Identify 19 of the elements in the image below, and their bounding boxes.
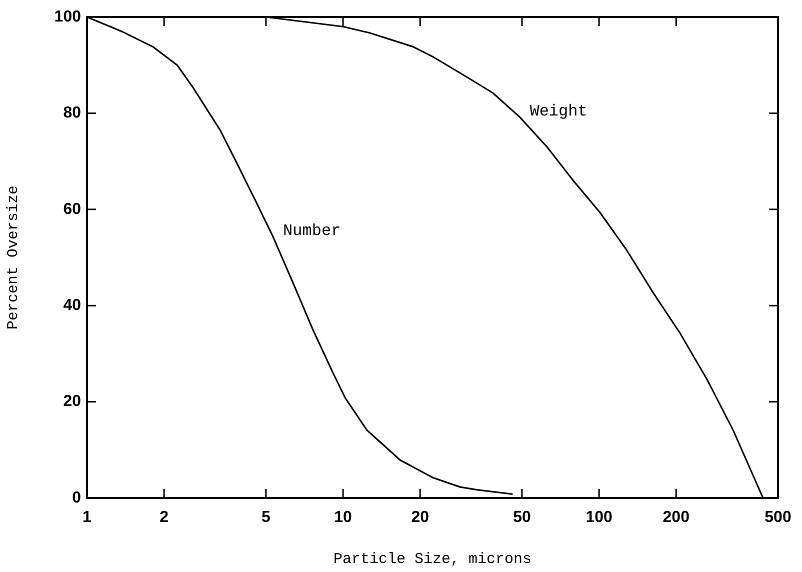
y-tick-label: 80 [63,104,82,122]
y-tick-label: 100 [54,8,82,26]
y-tick-label: 20 [63,393,82,410]
x-tick-label: 10 [334,509,352,526]
x-tick-label: 500 [764,509,792,526]
x-tick-label: 50 [513,509,531,526]
y-axis-title: Percent Oversize [4,185,22,330]
series-label: Weight [530,102,588,120]
x-tick-label: 20 [411,509,430,526]
x-tick-label: 2 [160,509,169,526]
y-tick-label: 60 [63,200,82,218]
y-tick-label: 40 [63,297,82,314]
x-tick-label: 100 [586,509,612,526]
x-tick-label: 1 [82,509,92,526]
x-axis-title: Particle Size, microns [333,550,532,568]
x-tick-label: 200 [662,509,690,526]
y-tick-label: 0 [72,489,82,506]
series-label: Number [283,222,341,240]
x-tick-label: 5 [262,509,270,526]
